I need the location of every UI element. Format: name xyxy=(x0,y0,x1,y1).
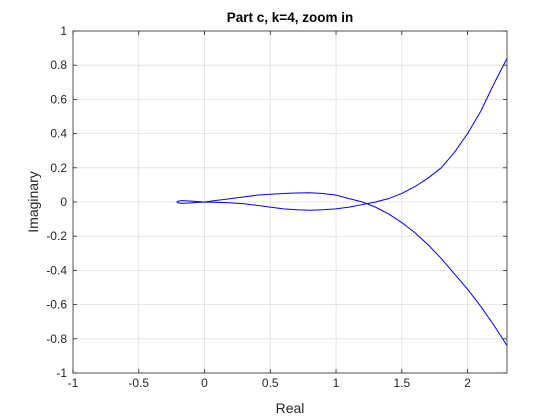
root-locus-line xyxy=(176,58,508,346)
y-tick-label: 0.4 xyxy=(50,127,67,141)
x-tick-label: -1 xyxy=(68,376,79,390)
y-tick-label: 0.2 xyxy=(50,161,67,175)
x-axis-label: Real xyxy=(276,400,305,416)
y-tick-labels: -1 -0.8 -0.6 -0.4 -0.2 0 0.2 0.4 0.6 0.8 1 xyxy=(46,24,67,380)
y-tick-label: 1 xyxy=(60,24,67,38)
y-tick-label: -0.4 xyxy=(46,263,67,277)
y-tick-label: 0 xyxy=(60,195,67,209)
x-tick-label: 0 xyxy=(201,376,208,390)
data-series xyxy=(176,58,508,346)
x-tick-labels: -1 -0.5 0 0.5 1 1.5 2 xyxy=(68,376,472,390)
y-tick-label: 0.8 xyxy=(50,58,67,72)
y-tick-label: -0.2 xyxy=(46,229,67,243)
y-tick-label: -0.6 xyxy=(46,298,67,312)
x-tick-label: 1 xyxy=(333,376,340,390)
x-tick-label: 2 xyxy=(464,376,471,390)
grid-lines xyxy=(73,31,507,373)
y-tick-label: -0.8 xyxy=(46,332,67,346)
chart-title: Part c, k=4, zoom in xyxy=(227,10,353,25)
y-axis-label: Imaginary xyxy=(25,171,41,232)
tick-marks xyxy=(72,30,507,374)
y-tick-label: -1 xyxy=(56,366,67,380)
x-tick-label: -0.5 xyxy=(128,376,149,390)
x-tick-label: 1.5 xyxy=(393,376,410,390)
x-tick-label: 0.5 xyxy=(262,376,279,390)
y-tick-label: 0.6 xyxy=(50,92,67,106)
